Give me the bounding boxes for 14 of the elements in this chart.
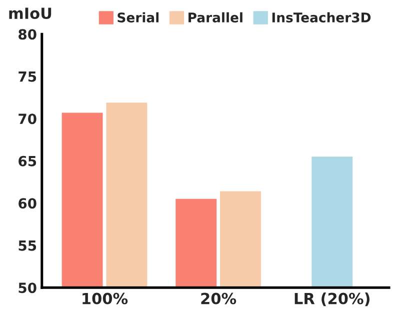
y-tick-label: 70 [18,114,36,124]
legend-label: InsTeacher3D [272,12,371,22]
legend-label: Parallel [188,12,242,22]
x-tick-label: 20% [201,292,236,304]
x-tick-label: 100% [82,292,128,304]
legend-label: Serial [118,12,159,22]
y-tick-label: 80 [18,29,36,40]
y-tick-label: 60 [18,198,36,209]
y-tick-label: 65 [18,156,36,166]
x-tick-label: LR (20%) [294,292,370,306]
y-tick-label: 75 [18,72,36,82]
y-tick-label: 50 [18,282,36,294]
y-axis-title: mIoU [9,8,52,20]
y-tick-label: 55 [18,240,36,251]
